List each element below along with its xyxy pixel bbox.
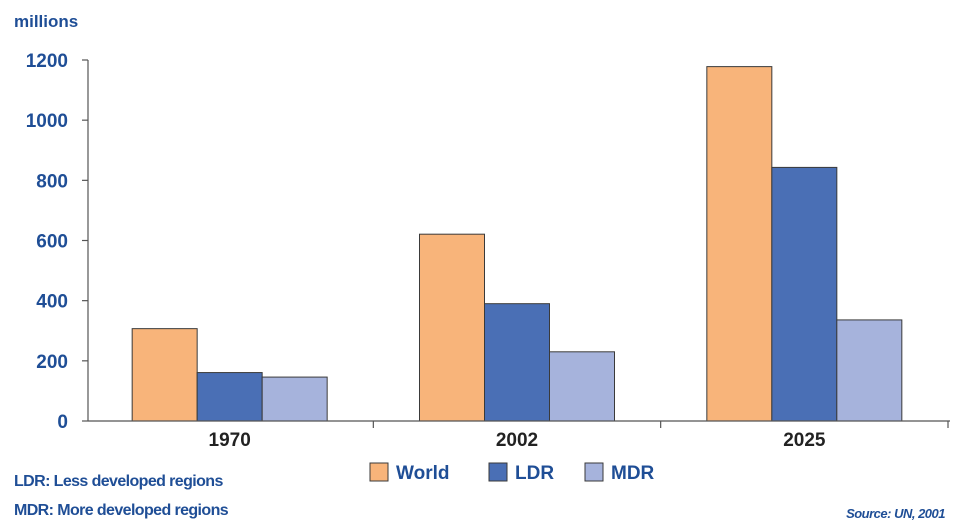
y-axis-label: millions [14, 12, 78, 31]
x-tick-label: 1970 [209, 430, 251, 451]
y-tick-label: 800 [36, 171, 68, 192]
y-tick-label: 200 [36, 352, 68, 373]
legend-label-world: World [396, 463, 449, 484]
x-tick-label: 2025 [783, 430, 826, 451]
legend-swatch-mdr [584, 462, 604, 482]
bar-world-1970 [131, 328, 198, 422]
ldr-footnote: LDR: Less developed regions [14, 473, 223, 490]
legend-swatch-ldr [488, 462, 508, 482]
y-tick-label: 1200 [26, 51, 68, 72]
legend-swatch-world [369, 462, 389, 482]
bar-mdr-2002 [549, 351, 615, 422]
bar-ldr-2002 [484, 303, 550, 422]
y-tick-label: 400 [36, 292, 68, 313]
bar-mdr-1970 [261, 376, 328, 422]
legend-label-mdr: MDR [611, 463, 655, 484]
source-note: Source: UN, 2001 [846, 506, 945, 521]
bar-ldr-2025 [771, 166, 838, 422]
bar-world-2025 [706, 66, 773, 422]
legend-label-ldr: LDR [515, 463, 554, 484]
bar-ldr-1970 [196, 372, 263, 422]
legend: World LDR MDR [369, 462, 655, 484]
y-tick-label: 600 [36, 232, 68, 253]
y-tick-label: 1000 [26, 111, 68, 132]
axes: 1970 2002 2025 0 200 400 600 800 1000 1200 [26, 51, 950, 451]
x-tick-label: 2002 [496, 430, 538, 451]
bars [131, 66, 903, 422]
y-tick-label: 0 [57, 412, 68, 433]
bar-mdr-2025 [836, 319, 903, 422]
bar-world-2002 [419, 233, 485, 422]
mdr-footnote: MDR: More developed regions [14, 502, 229, 519]
